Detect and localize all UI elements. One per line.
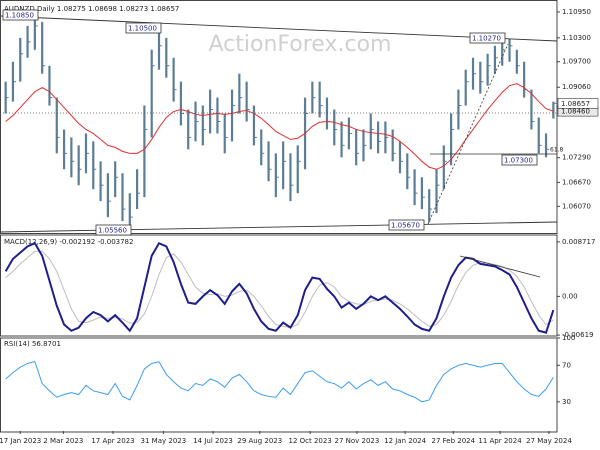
y-tick-label: 1.06670 xyxy=(562,178,591,186)
y-tick-label: -0.00619 xyxy=(562,331,593,339)
y-tick-label: 0.00 xyxy=(562,292,578,300)
annotation: 1.05670 xyxy=(391,222,420,230)
panel-frame xyxy=(0,234,558,337)
price-marker-label: 1.08460 xyxy=(561,108,590,116)
annotation-box xyxy=(388,219,425,231)
y-tick-label: 1.10950 xyxy=(562,8,591,16)
x-tick-label: 31 May 2023 xyxy=(141,437,187,445)
x-tick-label: 29 Aug 2023 xyxy=(237,437,282,445)
moving-average xyxy=(5,83,554,170)
price-marker-box xyxy=(557,97,599,109)
x-tick-label: 14 Jul 2023 xyxy=(193,437,233,445)
watermark: ActionForex.com xyxy=(209,32,392,57)
x-tick-label: 12 Oct 2023 xyxy=(289,437,332,445)
panel-title: MACD(12,26,9) -0.002192 -0.003782 xyxy=(4,238,133,246)
annotation-box xyxy=(469,32,506,44)
panel-frame xyxy=(0,0,558,234)
annotation: 1.10270 xyxy=(472,35,501,43)
y-tick-label: 70 xyxy=(562,361,571,369)
x-tick-label: 17 Jan 2023 xyxy=(0,437,41,445)
x-tick-label: 11 Apr 2024 xyxy=(478,437,522,445)
annotation-box xyxy=(125,22,162,34)
y-tick-label: 1.10300 xyxy=(562,34,591,42)
x-tick-label: 17 Apr 2023 xyxy=(91,437,134,445)
fib-label: 61.8 xyxy=(550,147,564,154)
panel-title: RSI(14) 56.8701 xyxy=(4,340,61,348)
price-marker-label: 1.08657 xyxy=(561,100,590,108)
trendline xyxy=(427,43,509,225)
trendline xyxy=(0,15,558,42)
y-tick-label: 1.09700 xyxy=(562,58,591,66)
x-tick-label: 27 May 2024 xyxy=(526,437,572,445)
series-line xyxy=(4,241,555,334)
annotation: 1.05560 xyxy=(98,227,127,235)
y-tick-label: 1.09060 xyxy=(562,83,591,91)
annotation-box xyxy=(95,224,132,236)
annotation: 1.10500 xyxy=(128,25,157,33)
annotation: 1.10850 xyxy=(5,12,34,20)
y-tick-label: 30 xyxy=(562,398,571,406)
trendline xyxy=(0,221,558,233)
annotation-box xyxy=(2,9,39,21)
x-tick-label: 2 Mar 2023 xyxy=(43,437,83,445)
series-line xyxy=(5,361,554,403)
y-tick-label: 1.06070 xyxy=(562,202,591,210)
annotation: 1.07300 xyxy=(504,157,533,165)
x-tick-label: 27 Nov 2023 xyxy=(334,437,379,445)
x-tick-label: 27 Feb 2024 xyxy=(432,437,476,445)
x-tick-label: 12 Jan 2024 xyxy=(384,437,427,445)
panel-frame xyxy=(0,337,558,433)
y-tick-label: 100 xyxy=(562,334,575,342)
y-tick-label: 1.07290 xyxy=(562,154,591,162)
panel-title: AUDNZD,Daily 1.08275 1.08698 1.08273 1.0… xyxy=(4,5,179,13)
trendline xyxy=(459,255,541,278)
annotation-box xyxy=(501,154,538,166)
y-tick-label: 0.008717 xyxy=(562,238,595,246)
plot-layer: AUDNZD,Daily 1.08275 1.08698 1.08273 1.0… xyxy=(0,5,599,445)
